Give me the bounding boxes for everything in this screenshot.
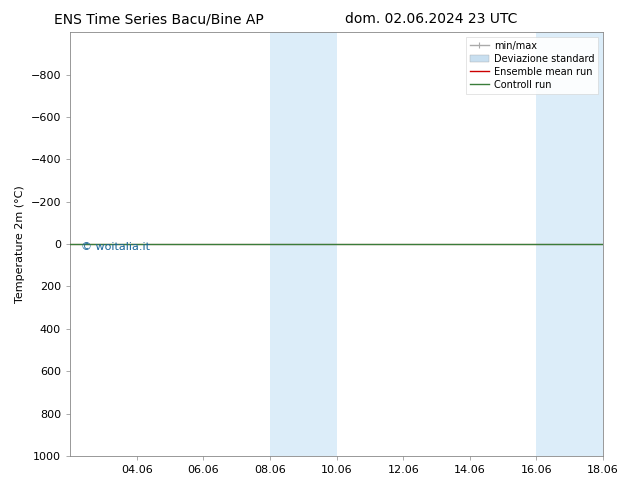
Legend: min/max, Deviazione standard, Ensemble mean run, Controll run: min/max, Deviazione standard, Ensemble m… <box>466 37 598 94</box>
Y-axis label: Temperature 2m (°C): Temperature 2m (°C) <box>15 185 25 303</box>
Text: © woitalia.it: © woitalia.it <box>81 242 150 252</box>
Text: dom. 02.06.2024 23 UTC: dom. 02.06.2024 23 UTC <box>345 12 517 26</box>
Text: ENS Time Series Bacu/Bine AP: ENS Time Series Bacu/Bine AP <box>54 12 263 26</box>
Bar <box>536 32 634 456</box>
Bar <box>270 32 337 456</box>
